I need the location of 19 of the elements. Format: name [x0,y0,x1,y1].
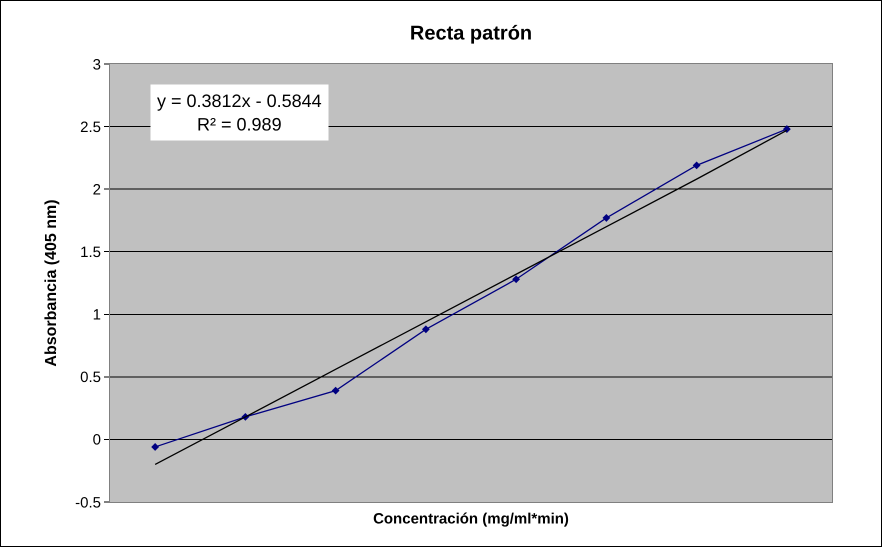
y-tick-label: 2 [92,181,101,198]
point [692,161,701,170]
y-tick-label: 1.5 [80,244,101,261]
y-axis-title: Absorbancia (405 nm) [43,199,60,367]
point [512,275,520,284]
point [602,214,610,222]
y-tick-label: 2.5 [80,118,101,136]
y-tick-label: 0.5 [80,369,101,386]
y-tick-label: -0.5 [75,494,101,512]
annotation: y = 0.3812x - 0.5844 [157,91,322,111]
y-tick-label: 3 [92,56,101,74]
y-tick-label: 0 [92,432,101,449]
y-tick-label: 1 [92,306,101,324]
point [422,325,430,334]
point [332,386,340,395]
chart-title: Recta patrón [410,22,532,45]
point [151,443,160,451]
annotation: R² = 0.989 [197,114,282,134]
x-axis-title: Concentración (mg/ml*min) [373,510,569,528]
